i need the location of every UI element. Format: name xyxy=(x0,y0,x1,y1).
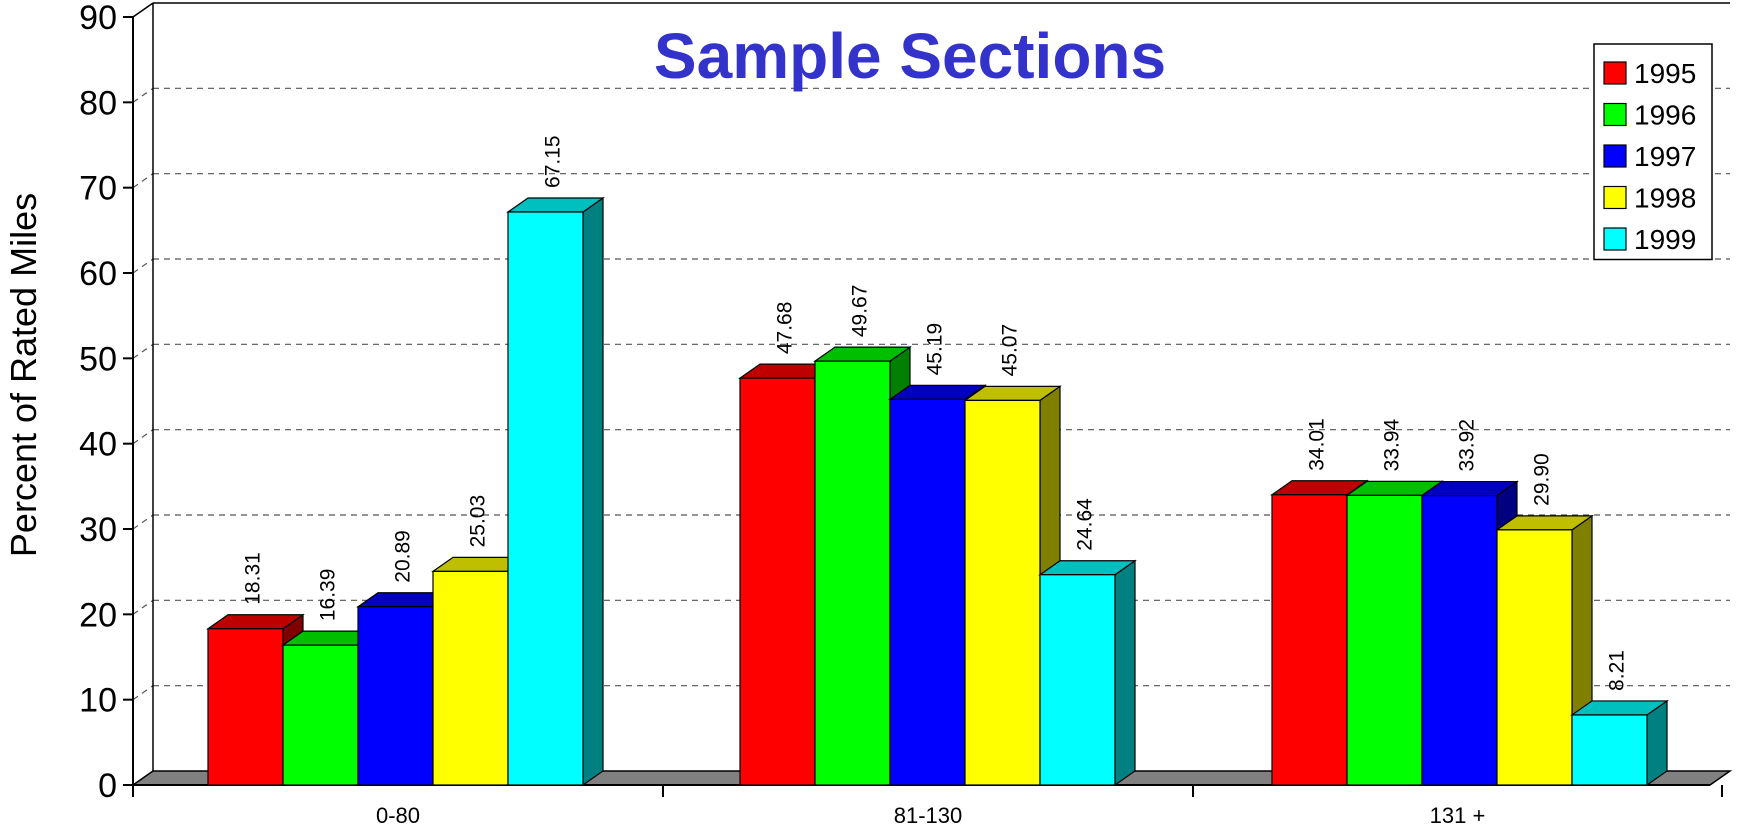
bar-front-face xyxy=(282,644,359,786)
legend-swatch xyxy=(1603,61,1627,85)
gridline-depth xyxy=(132,599,154,615)
legend: 1995 1996 1997 1998 1999 xyxy=(1593,43,1713,261)
y-tick-label: 90 xyxy=(79,0,117,37)
x-tick-label: 81-130 xyxy=(894,803,963,828)
x-tick-label: 0-80 xyxy=(376,803,420,828)
legend-swatch xyxy=(1603,227,1627,251)
y-tick-label: 10 xyxy=(79,682,117,720)
top-depth-edge xyxy=(132,2,154,18)
bar-side-face xyxy=(582,196,604,787)
y-tick-label: 60 xyxy=(79,255,117,293)
y-tick-label: 0 xyxy=(98,767,117,805)
bar-front-face xyxy=(1039,574,1116,786)
y-tick-label: 70 xyxy=(79,170,117,208)
y-tick-label: 30 xyxy=(79,511,117,549)
bar-front-face xyxy=(964,399,1041,786)
legend-label: 1998 xyxy=(1634,183,1696,214)
chart-title: Sample Sections xyxy=(654,20,1166,92)
y-tick-label: 80 xyxy=(79,84,117,122)
bar-side-face xyxy=(1114,559,1136,787)
gridline-depth xyxy=(132,258,154,274)
legend-swatch xyxy=(1603,185,1627,210)
data-label: 45.07 xyxy=(999,324,1022,377)
bar-front-face xyxy=(889,398,966,786)
data-label: 47.68 xyxy=(774,302,797,355)
data-label: 24.64 xyxy=(1074,498,1097,551)
y-tick-label: 20 xyxy=(79,596,117,634)
bar xyxy=(506,196,605,787)
legend-swatch xyxy=(1603,144,1627,168)
bars xyxy=(206,196,1669,787)
bar-front-face xyxy=(507,211,584,786)
axes: 0 10 20 30 40 50 60 70 80 90 0-80 81-130 131 + xyxy=(79,0,1730,828)
legend-label: 1999 xyxy=(1634,224,1696,255)
data-label: 18.31 xyxy=(242,552,265,605)
legend-label: 1995 xyxy=(1634,58,1696,89)
bar-front-face xyxy=(1571,714,1648,786)
data-label: 33.92 xyxy=(1456,419,1479,472)
data-label: 8.21 xyxy=(1606,650,1629,691)
y-tick-label: 40 xyxy=(79,426,117,464)
data-label: 20.89 xyxy=(392,530,415,583)
bar-front-face xyxy=(432,570,509,786)
data-label: 49.67 xyxy=(849,285,872,338)
bar-front-face xyxy=(814,360,891,786)
gridline-depth xyxy=(132,514,154,530)
y-tick-label: 50 xyxy=(79,340,117,378)
data-label: 33.94 xyxy=(1381,419,1404,472)
bar-front-face xyxy=(357,606,434,786)
legend-swatch xyxy=(1603,102,1627,127)
bar-front-face xyxy=(1496,529,1573,786)
legend-label: 1996 xyxy=(1634,100,1696,131)
data-label: 29.90 xyxy=(1531,453,1554,506)
data-label: 25.03 xyxy=(467,495,490,548)
bar-front-face xyxy=(739,377,816,786)
x-tick-label: 131 + xyxy=(1430,803,1486,828)
y-axis-label: Percent of Rated Miles xyxy=(3,193,44,557)
gridline-depth xyxy=(132,173,154,189)
gridline-depth xyxy=(132,87,154,103)
data-label: 34.01 xyxy=(1306,418,1329,471)
legend-label: 1997 xyxy=(1634,141,1696,172)
bar-front-face xyxy=(1421,494,1498,786)
bar xyxy=(1038,559,1137,787)
data-label: 16.39 xyxy=(317,569,340,622)
data-labels: 18.31 16.39 20.89 25.03 67.15 47.68 49.67 45.19… xyxy=(242,135,1629,691)
bar-front-face xyxy=(1346,494,1423,786)
bar xyxy=(1570,699,1669,787)
data-label: 45.19 xyxy=(924,323,947,376)
gridline-depth xyxy=(132,343,154,359)
gridline-depth xyxy=(132,685,154,701)
data-label: 67.15 xyxy=(542,135,565,188)
bar-front-face xyxy=(1271,494,1348,786)
bar-front-face xyxy=(207,628,284,786)
gridline-depth xyxy=(132,429,154,445)
